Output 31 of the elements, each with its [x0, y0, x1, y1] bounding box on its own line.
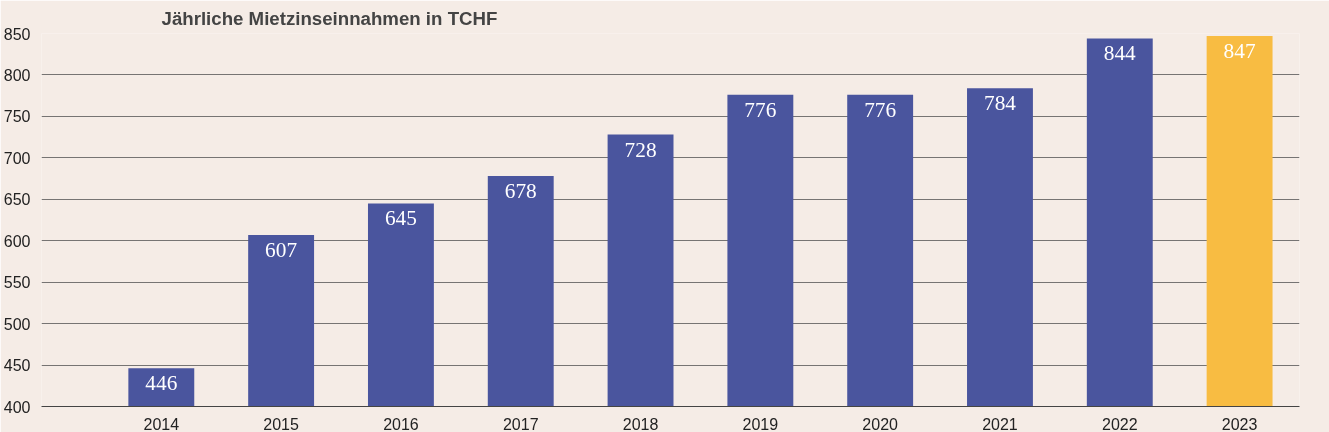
- data-label: 844: [1103, 41, 1137, 66]
- y-tick-label: 400: [3, 398, 31, 416]
- x-tick-label: 2019: [742, 415, 779, 432]
- x-tick-label: 2014: [143, 415, 180, 432]
- y-tick-label: 850: [3, 25, 31, 43]
- x-tick-label: 2018: [622, 415, 659, 432]
- y-tick-label: 600: [3, 232, 31, 250]
- y-tick-label: 450: [3, 357, 31, 375]
- chart-title: Jährliche Mietzinseinnahmen in TCHF: [161, 7, 498, 29]
- y-tick-label: 800: [3, 66, 31, 84]
- x-tick-label: 2016: [383, 415, 419, 432]
- data-label: 607: [265, 237, 298, 262]
- y-tick-label: 500: [3, 315, 31, 333]
- y-tick-label: 550: [3, 274, 31, 292]
- data-label: 728: [624, 137, 657, 162]
- data-label: 847: [1223, 38, 1256, 63]
- y-tick-label: 650: [3, 191, 31, 209]
- data-label: 776: [864, 97, 897, 122]
- data-label: 678: [504, 179, 537, 204]
- x-tick-label: 2022: [1101, 415, 1138, 432]
- data-label: 776: [744, 97, 777, 122]
- data-label: 784: [983, 91, 1017, 116]
- y-tick-label: 700: [3, 149, 31, 167]
- x-tick-label: 2015: [263, 415, 300, 432]
- x-tick-label: 2017: [502, 415, 539, 432]
- x-tick-label: 2020: [862, 415, 899, 432]
- y-tick-label: 750: [3, 108, 31, 126]
- x-tick-label: 2021: [982, 415, 1018, 432]
- data-label: 645: [384, 206, 417, 231]
- data-label: 446: [145, 371, 178, 396]
- x-tick-label: 2023: [1221, 415, 1258, 432]
